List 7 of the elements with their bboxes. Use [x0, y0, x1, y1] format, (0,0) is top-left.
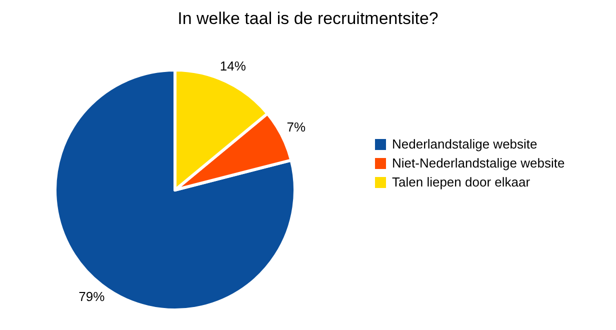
data-label: 79% [78, 288, 106, 304]
data-label: 14% [220, 58, 246, 74]
legend-label: Nederlandstalige website [392, 136, 538, 152]
legend-label: Talen liepen door elkaar [392, 174, 531, 190]
legend-label: Niet-Nederlandstalige website [392, 155, 565, 170]
chart-title: In welke taal is de recruitmentsite? [178, 9, 438, 28]
data-label: 7% [286, 120, 306, 135]
